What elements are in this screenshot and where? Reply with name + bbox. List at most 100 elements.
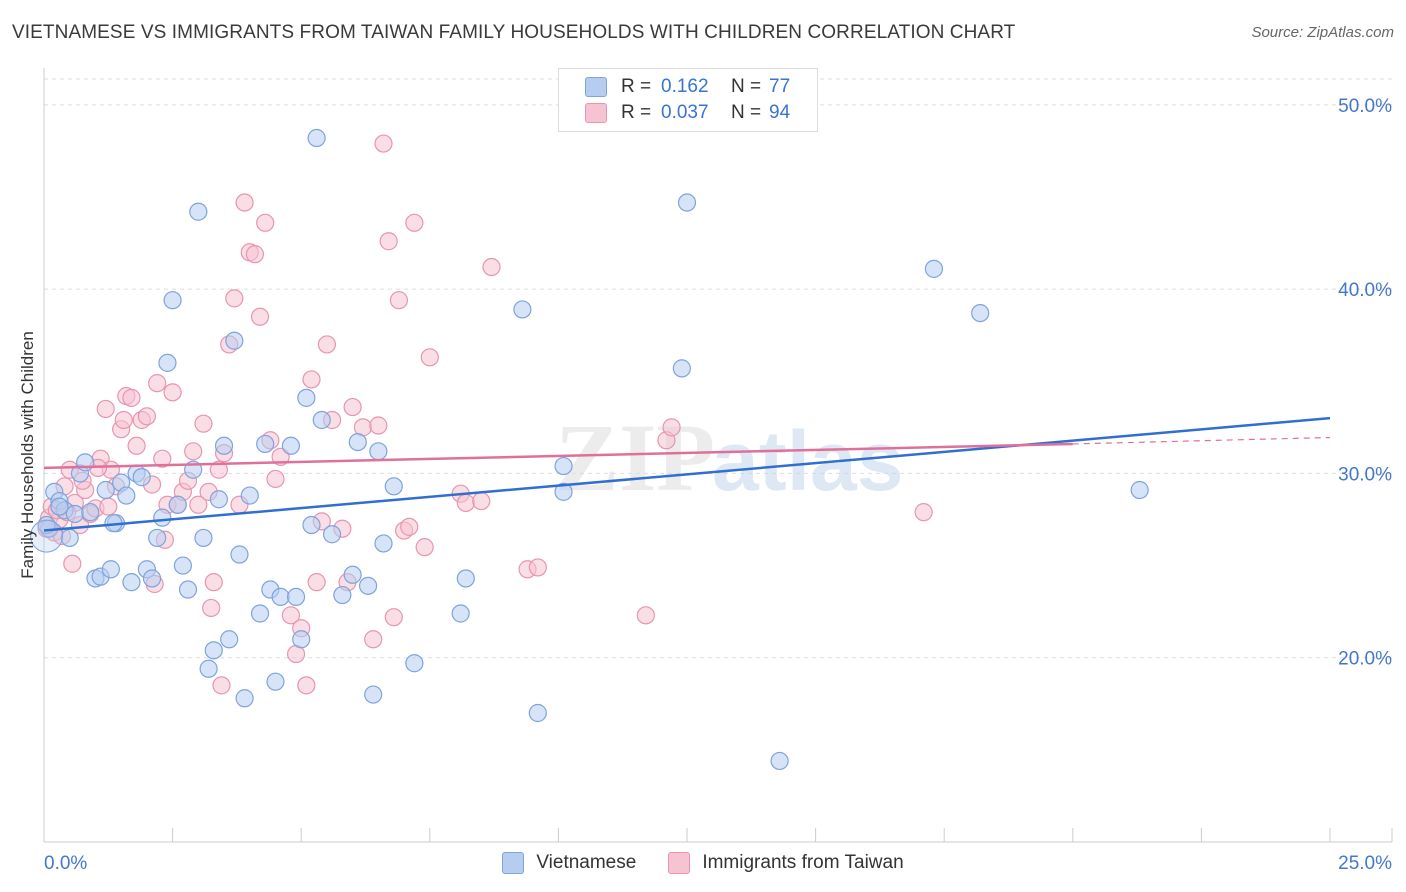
data-point-vietnamese-cluster — [30, 519, 64, 553]
data-point-vietnamese — [158, 353, 177, 372]
trend-line-taiwan-extension — [1072, 436, 1331, 445]
tick-labels: 20.0% 30.0% 40.0% 50.0% 0.0% 25.0% — [44, 96, 1392, 874]
data-point-taiwan — [281, 606, 301, 625]
data-point-vietnamese — [220, 630, 239, 649]
data-point-taiwan — [374, 134, 393, 153]
data-point-vietnamese — [199, 659, 218, 678]
y-tick-label: 30.0% — [1338, 464, 1392, 485]
data-point-vietnamese — [343, 565, 362, 584]
legend-n-value: 94 — [769, 102, 791, 123]
data-point-taiwan — [343, 397, 362, 417]
data-point-vietnamese — [312, 410, 331, 430]
data-point-taiwan — [307, 573, 326, 592]
data-point-vietnamese — [513, 300, 532, 319]
legend-label-taiwan: Immigrants from Taiwan — [702, 852, 904, 873]
data-point-taiwan — [297, 676, 316, 695]
data-point-vietnamese — [60, 528, 79, 548]
data-point-taiwan — [122, 388, 141, 407]
x-tick-label-max: 25.0% — [1338, 853, 1392, 874]
data-point-taiwan — [96, 399, 115, 419]
data-point-taiwan — [250, 307, 270, 326]
data-point-taiwan — [472, 491, 491, 511]
legend-r-label: R = — [621, 102, 652, 123]
data-point-taiwan — [148, 374, 167, 393]
series-vietnamese-points — [30, 128, 1149, 771]
series-legend: Vietnamese Immigrants from Taiwan — [0, 852, 1406, 874]
data-point-vietnamese — [971, 304, 990, 323]
data-point-taiwan — [266, 469, 285, 489]
data-point-taiwan — [364, 630, 383, 649]
data-point-vietnamese — [1130, 480, 1149, 500]
data-point-vietnamese — [677, 193, 697, 212]
data-point-taiwan — [202, 598, 221, 618]
data-point-vietnamese — [132, 468, 151, 487]
data-point-vietnamese — [374, 534, 393, 553]
axes-layer — [43, 68, 1393, 843]
trend-lines — [43, 416, 1331, 532]
data-point-taiwan — [99, 497, 118, 516]
data-point-vietnamese — [451, 604, 470, 623]
trend-line-vietnamese — [43, 416, 1331, 532]
data-point-taiwan — [317, 335, 337, 354]
legend-n-label: N = — [731, 76, 762, 97]
correlation-legend: R = 0.162 N = 77 R = 0.037 N = 94 — [558, 68, 818, 132]
data-point-taiwan — [389, 291, 409, 310]
data-point-taiwan — [405, 213, 424, 232]
data-point-vietnamese — [153, 508, 172, 527]
data-point-taiwan — [127, 436, 146, 455]
data-point-vietnamese — [297, 388, 316, 407]
data-point-vietnamese — [81, 503, 100, 522]
grid-layer — [44, 78, 1392, 659]
data-point-vietnamese — [65, 504, 84, 524]
data-point-vietnamese — [204, 641, 223, 660]
data-point-vietnamese — [50, 497, 69, 516]
data-point-vietnamese — [250, 604, 270, 623]
data-point-vietnamese — [302, 515, 321, 535]
legend-row-vietnamese: R = 0.162 N = 77 — [585, 75, 790, 99]
data-point-taiwan — [212, 676, 231, 695]
data-point-taiwan — [235, 193, 254, 212]
data-point-vietnamese — [256, 434, 275, 454]
legend-label-vietnamese: Vietnamese — [536, 852, 637, 873]
data-point-vietnamese — [235, 689, 254, 708]
x-tick-label-min: 0.0% — [44, 853, 87, 874]
data-point-vietnamese — [333, 585, 352, 605]
y-axis-label: Family Households with Children — [18, 331, 37, 579]
legend-r-value: 0.037 — [661, 102, 709, 123]
data-point-vietnamese — [194, 528, 213, 548]
trend-line-taiwan — [43, 442, 1073, 470]
legend-item-taiwan[interactable]: Immigrants from Taiwan — [668, 852, 904, 874]
data-point-taiwan — [456, 493, 475, 513]
data-point-vietnamese — [286, 587, 306, 607]
data-point-vietnamese — [173, 556, 192, 575]
data-point-vietnamese — [101, 560, 120, 579]
data-point-taiwan — [636, 606, 655, 625]
data-point-vietnamese — [117, 486, 136, 505]
data-point-taiwan — [302, 370, 321, 389]
data-point-vietnamese — [554, 456, 573, 476]
data-point-vietnamese — [369, 442, 388, 461]
data-point-vietnamese — [924, 259, 944, 278]
data-point-taiwan — [194, 414, 213, 433]
data-point-taiwan — [384, 608, 403, 627]
legend-r-value: 0.162 — [661, 76, 709, 97]
data-point-vietnamese — [148, 528, 167, 548]
data-point-taiwan — [245, 245, 265, 264]
data-point-vietnamese — [322, 525, 342, 544]
data-point-vietnamese — [456, 569, 475, 588]
data-point-vietnamese — [384, 477, 403, 496]
legend-swatch-taiwan — [668, 852, 691, 874]
data-point-vietnamese — [672, 359, 691, 378]
data-point-taiwan — [204, 573, 223, 592]
legend-item-vietnamese[interactable]: Vietnamese — [502, 852, 636, 874]
chart-title: VIETNAMESE VS IMMIGRANTS FROM TAIWAN FAM… — [12, 22, 1016, 43]
data-point-taiwan — [400, 517, 419, 536]
data-point-taiwan — [662, 418, 681, 437]
y-tick-label: 20.0% — [1338, 649, 1392, 670]
legend-n-label: N = — [731, 102, 762, 123]
data-point-vietnamese — [292, 630, 311, 649]
data-point-vietnamese — [358, 576, 378, 595]
legend-n-value: 77 — [769, 76, 791, 97]
data-point-taiwan — [415, 538, 434, 557]
